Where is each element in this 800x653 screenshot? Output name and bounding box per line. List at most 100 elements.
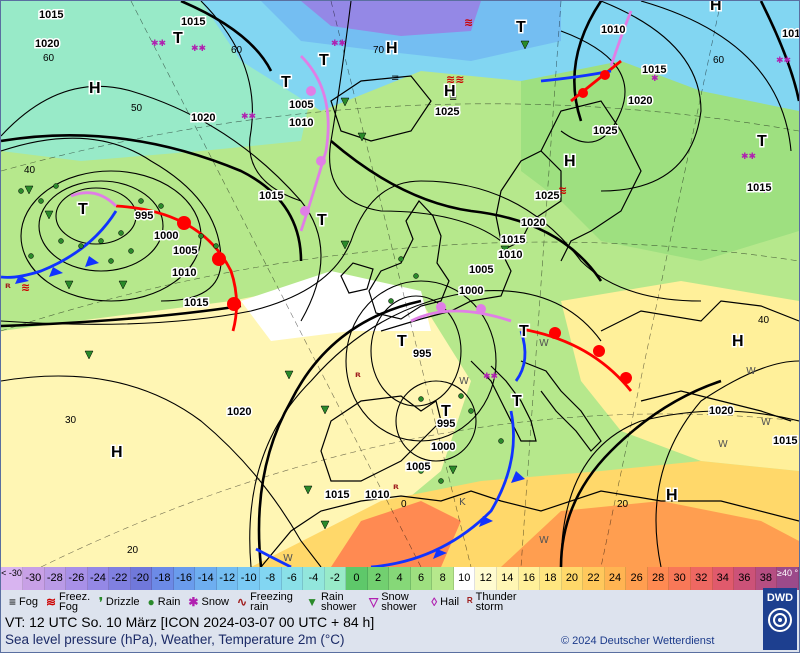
colorbar-cell: 20 xyxy=(561,567,584,590)
pressure-center: T xyxy=(319,52,329,69)
temperature-colorbar: < -30 -30 -28 -26 -24 -22 -20 -18 -16 -14 -12 -10-… xyxy=(1,567,799,590)
occlusion-atlantic xyxy=(70,191,117,208)
colorbar-cell: -16 xyxy=(173,567,196,590)
latitude-label: 70 xyxy=(373,45,385,56)
legend-snow-shower: ▽ Snow shower xyxy=(368,591,417,613)
isobar-label: 995 xyxy=(437,418,455,430)
rain-symbols xyxy=(18,183,504,484)
cold-front-alps xyxy=(514,330,527,382)
pressure-center-halo: H xyxy=(386,40,398,57)
latitude-label: 0 xyxy=(401,499,407,510)
isobar-label-halo: 1010 xyxy=(601,24,625,36)
temp-zone-scandinavia xyxy=(521,61,799,261)
copyright-notice: © 2024 Deutscher Wetterdienst xyxy=(561,635,715,647)
latitude-label: 30 xyxy=(65,415,77,426)
colorbar-cell: 10 xyxy=(453,567,476,590)
colorbar-cell: 4 xyxy=(389,567,411,590)
colorbar-cell: 26 xyxy=(626,567,648,590)
colorbar-cell: -26 xyxy=(66,567,88,590)
pressure-center: H xyxy=(666,487,678,504)
isobar-label-halo: 1000 xyxy=(154,230,178,242)
dwd-swirl-icon xyxy=(768,608,792,632)
temp-zone-arctic xyxy=(301,1,481,36)
latitude-label: 60 xyxy=(43,53,55,64)
weather-legend: ≡ Fog ≋ Freez. Fog ❜ Drizzle ● Rain ✱ Snow ∿ F… xyxy=(1,590,799,614)
svg-text:W: W xyxy=(283,553,293,564)
pressure-center: T xyxy=(317,212,327,229)
isobar-label: 1005 xyxy=(289,99,313,111)
drizzle-w-symbols: W W W W W W W K xyxy=(283,338,771,564)
warm-front-baltic xyxy=(570,59,622,103)
legend-drizzle: ❜ Drizzle xyxy=(99,595,140,609)
pressure-center: T xyxy=(757,133,767,150)
isobar-label-halo: 1015 xyxy=(184,297,208,309)
legend-freezing-rain: ∿ Freezing rain xyxy=(237,591,293,613)
isobar-label: 1015 xyxy=(325,489,349,501)
isobar-label-halo: 1020 xyxy=(521,217,545,229)
latitude-label: 60 xyxy=(231,45,243,56)
colorbar-cell: -30 xyxy=(23,567,45,590)
front-symbols xyxy=(15,70,632,559)
pressure-center-halo: H xyxy=(666,487,678,504)
svg-text:✱✱: ✱✱ xyxy=(241,112,256,122)
latitude-label: 40 xyxy=(24,165,36,176)
isobar-label-halo: 1025 xyxy=(535,190,559,202)
cold-front-sw xyxy=(255,547,292,567)
pressure-center-halo: T xyxy=(757,133,767,150)
isobar-labels: 1015 1015 1015 1015 1020 1020 1005 1005 1010 1010… xyxy=(34,8,800,503)
isobar-label: 1000 xyxy=(459,285,483,297)
svg-text:W: W xyxy=(761,417,771,428)
colorbar-cell: 14 xyxy=(497,567,519,590)
weather-map: ✱✱ ✱✱ ✱✱ ✱✱ ✱✱ ✱ ✱✱ ✱ ✱✱ ≋≋≋≋≋ ᴿᴿᴿ ≡≡ WW… xyxy=(1,1,799,567)
colorbar-cell: -24 xyxy=(87,567,110,590)
svg-text:≋: ≋ xyxy=(21,281,30,294)
svg-text:✱✱: ✱✱ xyxy=(191,44,206,54)
occlusion-mid xyxy=(410,309,512,323)
isobar-label: 1000 xyxy=(431,441,455,453)
colorbar-cell: -28 xyxy=(44,567,67,590)
temp-zone-east-mild xyxy=(561,281,799,471)
isobar-label: 1010 xyxy=(498,249,522,261)
freezing-fog-symbols: ≋≋≋≋≋ xyxy=(21,16,567,294)
pressure-center-halo: T xyxy=(519,323,529,340)
isobars-thick xyxy=(1,1,799,567)
isobar-label: 1020 xyxy=(191,112,215,124)
pressure-center: T xyxy=(441,403,451,420)
svg-text:✱✱: ✱✱ xyxy=(151,39,166,49)
isobar-label: 1025 xyxy=(593,125,617,137)
pressure-center-halo: H xyxy=(111,444,123,461)
svg-text:✱✱: ✱✱ xyxy=(483,372,498,382)
thunderstorm-symbols: ᴿ ᴿ ᴿ xyxy=(5,281,399,496)
isobar-label-halo: 1015 xyxy=(181,16,205,28)
cold-front-med xyxy=(370,410,515,567)
pressure-center: T xyxy=(173,30,183,47)
occlusion-baltic xyxy=(609,10,633,67)
isobar-label-halo: 1010 xyxy=(289,117,313,129)
parameters-line: Sea level pressure (hPa), Weather, Tempe… xyxy=(5,632,345,647)
isobar-label: 1015 xyxy=(39,9,63,21)
temp-zone-mild-atlantic xyxy=(1,281,471,567)
isobar-label-halo: 1020 xyxy=(191,112,215,124)
svg-text:✱✱: ✱✱ xyxy=(776,56,791,66)
colorbar-cell: 12 xyxy=(475,567,498,590)
colorbar-cell: 28 xyxy=(647,567,670,590)
isobar-label-halo: 1025 xyxy=(435,106,459,118)
colorbar-cell: -10 xyxy=(238,567,261,590)
isobar-label: 1020 xyxy=(628,95,652,107)
isobar-label-halo: 1015 xyxy=(501,234,525,246)
isobar-label: 1015 xyxy=(184,297,208,309)
svg-text:ᴿ: ᴿ xyxy=(5,281,11,295)
svg-text:K: K xyxy=(459,497,466,508)
pressure-center-halo: T xyxy=(516,19,526,36)
isobar-label: 1015 xyxy=(642,64,666,76)
drizzle-icon: ❜ xyxy=(99,595,103,609)
colorbar-cell: 0 xyxy=(346,567,368,590)
isobar-label-halo: 1005 xyxy=(289,99,313,111)
pressure-center: H xyxy=(111,444,123,461)
isobar-label-halo: 995 xyxy=(413,348,431,360)
svg-text:W: W xyxy=(459,376,469,387)
isobar-label-halo: 1015 xyxy=(39,9,63,21)
fog-icon: ≡ xyxy=(9,595,17,609)
colorbar-cell: -20 xyxy=(130,567,153,590)
